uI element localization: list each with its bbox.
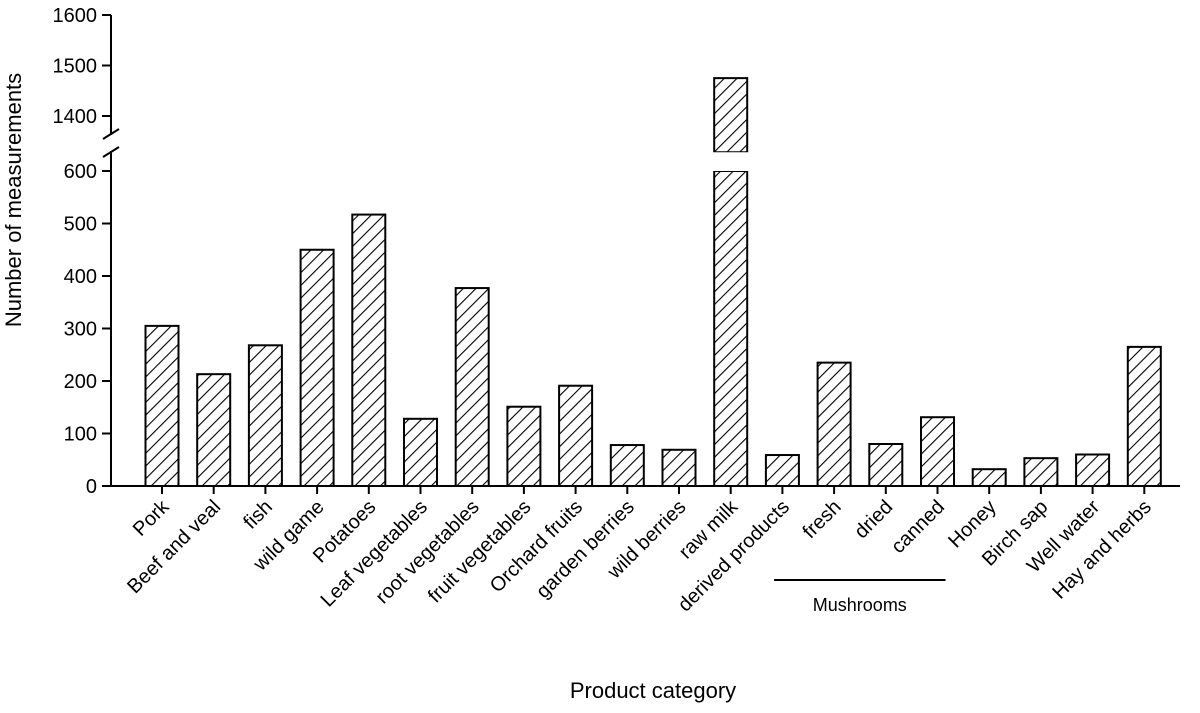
bar-garden-berries bbox=[609, 444, 645, 487]
category-label-fresh: fresh bbox=[799, 496, 846, 543]
y-tick-label: 1600 bbox=[53, 5, 98, 27]
bar-hay-and-herbs bbox=[1126, 345, 1162, 487]
bar-honey bbox=[971, 468, 1007, 488]
bar-raw-milk-upper bbox=[713, 77, 749, 154]
bar-potatoes bbox=[351, 213, 387, 487]
y-tick-label: 200 bbox=[64, 371, 97, 393]
bar-orchard-fruits bbox=[558, 384, 594, 488]
bar-wild-game bbox=[299, 248, 335, 487]
bar-break-gap bbox=[711, 152, 751, 171]
bar-pork bbox=[144, 324, 180, 487]
bar-birch-sap bbox=[1023, 457, 1059, 487]
y-tick-label: 500 bbox=[64, 214, 97, 236]
category-label-dried: dried bbox=[850, 496, 897, 543]
category-label-fish: fish bbox=[239, 496, 277, 534]
y-tick-label: 600 bbox=[64, 161, 97, 183]
bar-wild-berries bbox=[661, 448, 697, 487]
category-label-beef-and-veal: Beef and veal bbox=[123, 496, 225, 598]
y-tick-label: 400 bbox=[64, 266, 97, 288]
bar-fruit-vegetables bbox=[506, 405, 542, 488]
axis-break-mark bbox=[102, 146, 120, 158]
bar-root-vegetables bbox=[454, 287, 490, 488]
bar-canned bbox=[920, 416, 955, 488]
y-tick-label: 100 bbox=[64, 424, 97, 446]
y-tick-label: 300 bbox=[64, 319, 97, 341]
bar-dried bbox=[868, 443, 904, 487]
axis-break-mark bbox=[102, 128, 120, 140]
y-tick-label: 1400 bbox=[53, 106, 98, 128]
y-axis-title: Number of measurements bbox=[1, 73, 26, 327]
bar-well-water bbox=[1075, 453, 1111, 487]
y-tick-label: 0 bbox=[86, 476, 97, 498]
bar-fresh bbox=[816, 361, 852, 487]
bar-fish bbox=[247, 344, 283, 487]
bar-raw-milk bbox=[713, 170, 749, 487]
category-label-canned: canned bbox=[887, 496, 949, 558]
bar-derived-products bbox=[764, 454, 800, 487]
bars-group bbox=[144, 77, 1162, 488]
bar-leaf-vegetables bbox=[403, 417, 438, 487]
ticks-group: 0 100 200 300 400 500 600 1400 1500 1600 bbox=[53, 5, 1146, 498]
bar-beef-and-veal bbox=[196, 373, 232, 487]
category-label-pork: Pork bbox=[129, 495, 174, 540]
y-tick-label: 1500 bbox=[53, 56, 98, 78]
mushrooms-group-label: Mushrooms bbox=[813, 595, 907, 615]
x-axis-title: Product category bbox=[570, 678, 736, 703]
